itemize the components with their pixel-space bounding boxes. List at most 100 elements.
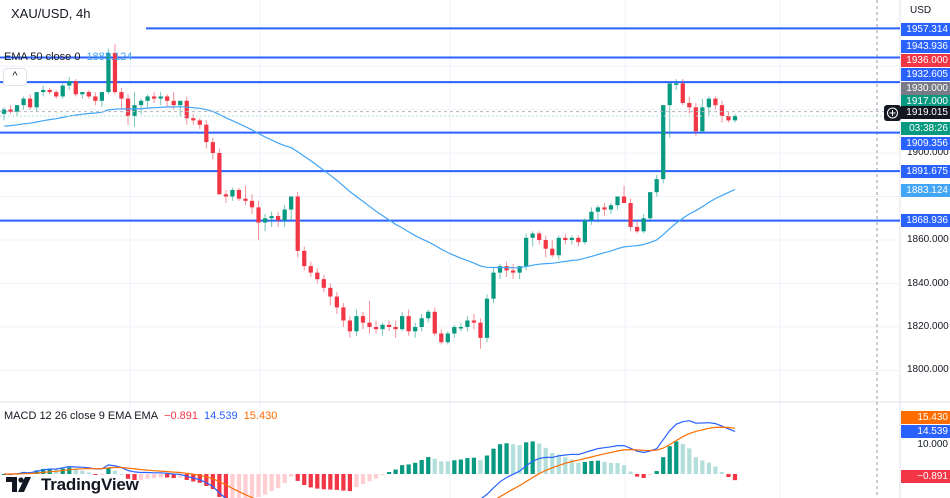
candle-body — [693, 107, 698, 132]
macd-histogram-bar — [380, 474, 385, 475]
macd-histogram-bar — [171, 474, 176, 479]
price-label: 03:38:26 — [901, 122, 950, 135]
macd-histogram-bar — [282, 474, 287, 484]
candle-body — [543, 240, 548, 249]
macd-histogram-bar — [204, 474, 209, 486]
candle-body — [347, 320, 353, 332]
price-label: 1936.000 — [901, 54, 950, 67]
candle-body — [236, 189, 242, 199]
candle-body — [654, 179, 659, 193]
currency-selector[interactable]: USD — [906, 3, 946, 19]
macd-histogram-bar — [445, 461, 450, 474]
logo-text: TradingView — [41, 475, 139, 494]
macd-histogram-bar — [713, 466, 718, 474]
macd-histogram-bar — [262, 474, 268, 495]
candle-body — [321, 279, 326, 288]
candle-body — [400, 316, 405, 330]
candle-body — [191, 118, 196, 121]
macd-histogram-bar — [621, 465, 627, 474]
tradingview-logo[interactable]: TradingView — [6, 475, 139, 495]
collapse-legend-button[interactable]: ^ — [3, 68, 27, 86]
macd-histogram-bar — [700, 460, 705, 474]
candle-body — [27, 98, 33, 108]
candle-body — [171, 100, 176, 106]
macd-scale-label: 10.000 — [917, 439, 948, 450]
candle-body — [706, 98, 712, 108]
macd-histogram-bar — [132, 474, 137, 480]
candle-body — [1, 109, 7, 114]
macd-line — [3, 420, 736, 498]
candle-body — [47, 89, 52, 93]
macd-histogram-bar — [178, 474, 183, 478]
macd-histogram-bar — [269, 474, 274, 492]
candle-body — [132, 105, 137, 117]
macd-histogram-bar — [432, 458, 437, 474]
candle-body — [125, 98, 131, 117]
macd-histogram-bar — [726, 474, 731, 478]
candle-body — [243, 198, 248, 201]
candle-body — [119, 92, 124, 99]
candle-body — [282, 209, 287, 221]
candle-body — [138, 100, 144, 106]
macd-histogram-bar — [151, 474, 157, 479]
macd-histogram-bar — [138, 474, 144, 480]
macd-histogram-bar — [563, 457, 568, 474]
macd-histogram-bar — [648, 474, 653, 475]
macd-scale-label: 14.539 — [901, 425, 950, 438]
macd-histogram-bar — [302, 474, 307, 486]
macd-histogram-bar — [452, 460, 457, 474]
macd-histogram-bar — [328, 474, 333, 490]
price-label: 1930.000 — [901, 82, 950, 95]
candle-body — [223, 194, 229, 197]
macd-histogram-bar — [158, 474, 163, 478]
candle-body — [595, 207, 601, 212]
candle-body — [563, 237, 568, 240]
candle-body — [112, 52, 118, 93]
macd-histogram-bar — [80, 470, 85, 474]
macd-histogram-bar — [413, 462, 418, 474]
macd-histogram-bar — [439, 461, 444, 474]
macd-histogram-bar — [589, 460, 594, 474]
candle-body — [432, 311, 437, 334]
symbol-title[interactable]: XAU/USD, 4h — [11, 6, 91, 21]
macd-histogram-bar — [654, 471, 659, 474]
macd-histogram-bar — [510, 444, 516, 474]
candle-body — [184, 100, 189, 119]
candle-body — [569, 237, 574, 240]
candle-body — [484, 298, 490, 338]
macd-histogram-bar — [497, 444, 503, 474]
ema-legend[interactable]: EMA 50 close 0 1883.124 — [4, 51, 132, 63]
price-label: 1943.936 — [901, 40, 950, 53]
candle-body — [732, 116, 738, 121]
candle-body — [550, 248, 555, 256]
candle-body — [197, 120, 202, 125]
macd-label: MACD 12 26 close 9 EMA EMA — [4, 410, 159, 422]
chevron-up-icon: ^ — [12, 70, 18, 82]
macd-histogram-bar — [236, 474, 242, 498]
candle-body — [249, 200, 255, 208]
candle-body — [667, 83, 672, 106]
macd-histogram-value: −0.891 — [164, 410, 199, 422]
macd-legend[interactable]: MACD 12 26 close 9 EMA EMA −0.891 14.539 15… — [4, 410, 277, 422]
price-label: 1868.936 — [901, 214, 950, 227]
macd-histogram-bar — [315, 474, 320, 489]
candle-body — [230, 189, 235, 197]
macd-histogram-bar — [419, 460, 424, 474]
candle-body — [217, 153, 222, 195]
candle-body — [628, 203, 633, 227]
macd-histogram-bar — [504, 443, 509, 474]
candle-body — [269, 216, 274, 219]
macd-histogram-bar — [719, 471, 725, 474]
candle-body — [308, 266, 313, 273]
macd-histogram-bar — [471, 457, 477, 474]
candle-body — [713, 98, 718, 106]
add-alert-button[interactable] — [884, 105, 901, 121]
macd-histogram-bar — [86, 472, 91, 474]
candle-body — [315, 272, 320, 280]
macd-signal-value: 15.430 — [243, 410, 278, 422]
candle-body — [302, 250, 307, 267]
ema-value: 1883.124 — [86, 51, 133, 63]
candle-body — [576, 237, 581, 243]
macd-histogram-bar — [112, 470, 118, 474]
